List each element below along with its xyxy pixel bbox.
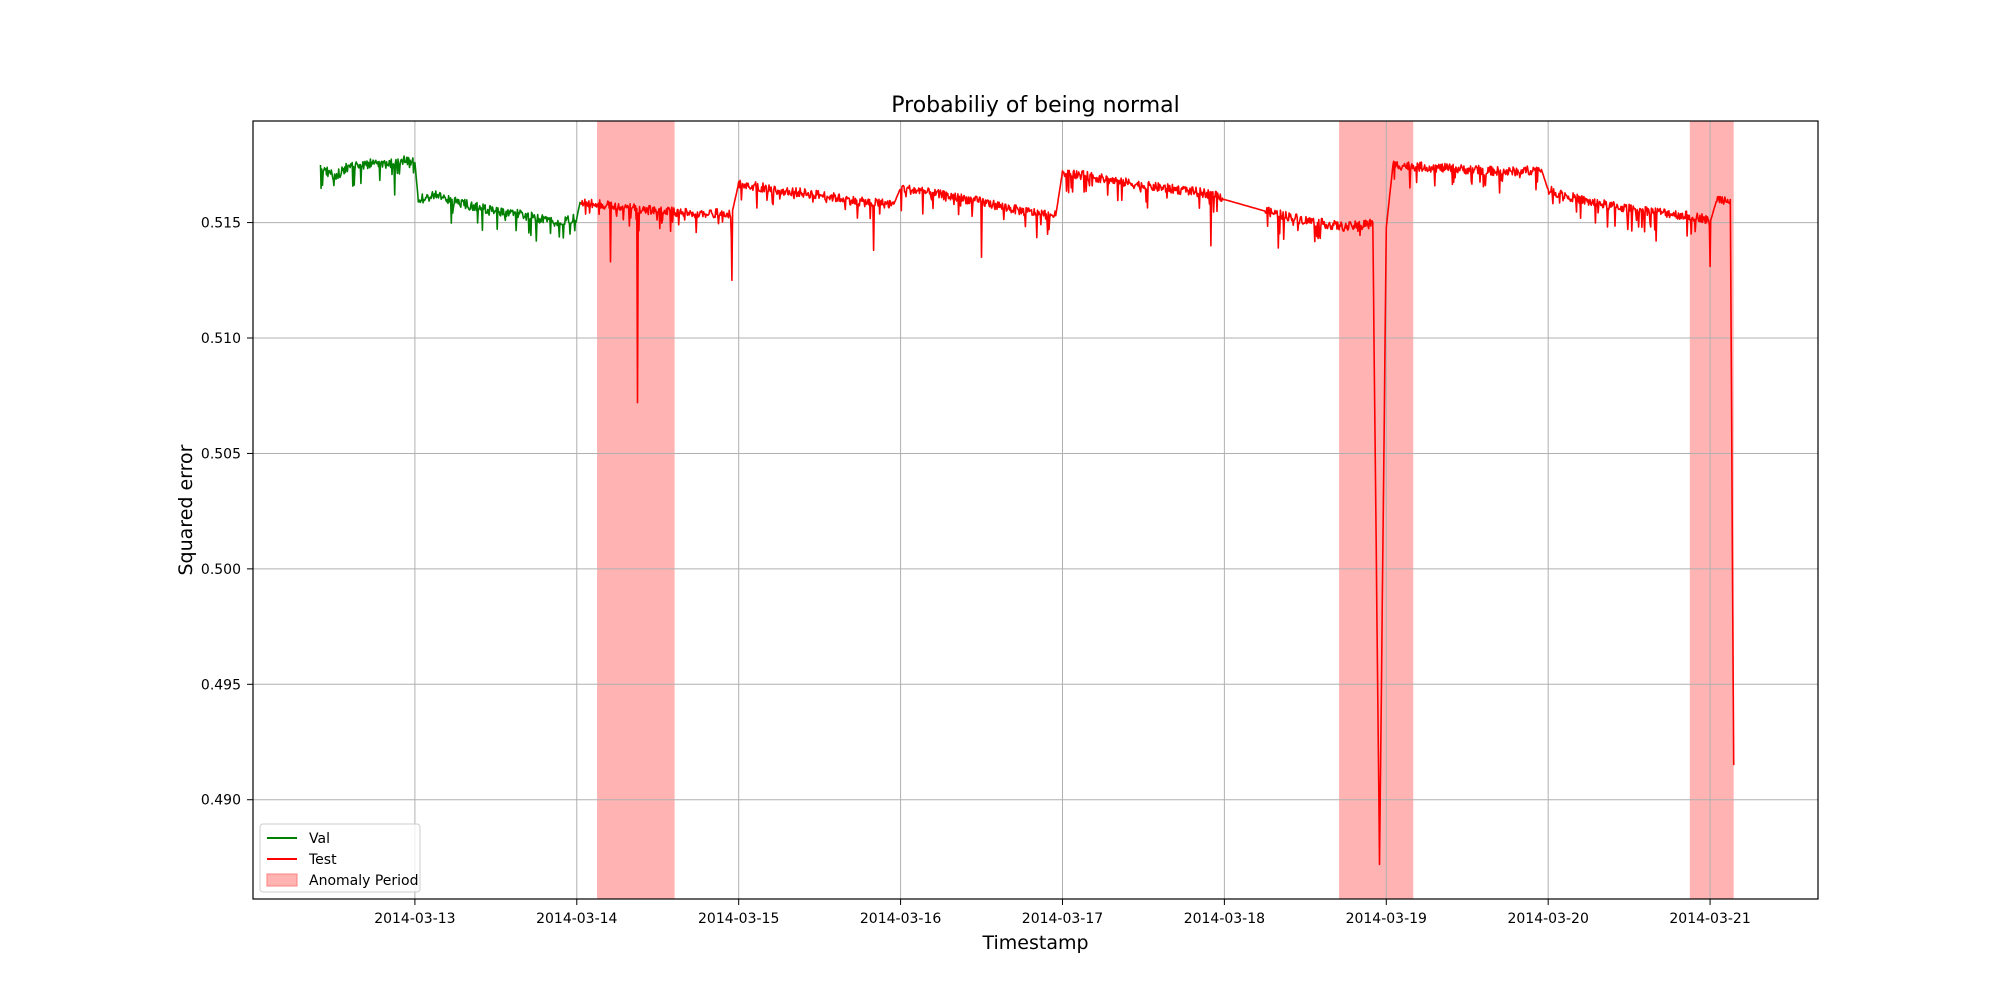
- x-tick-label-1: 2014-03-14: [536, 911, 617, 927]
- series-test-line: [579, 160, 1735, 866]
- x-tick-label-6: 2014-03-19: [1346, 911, 1427, 927]
- anomaly-span-2: [1689, 121, 1734, 899]
- chart-title: Probabiliy of being normal: [891, 93, 1179, 118]
- y-tick-label-5: 0.515: [201, 216, 241, 232]
- legend-test-label: Test: [308, 852, 337, 868]
- legend: Val Test Anomaly Period: [259, 823, 421, 893]
- y-tick-label-1: 0.495: [201, 677, 241, 693]
- x-tick-label-5: 2014-03-18: [1184, 911, 1265, 927]
- x-tick-label-8: 2014-03-21: [1669, 911, 1750, 927]
- x-ticks: 2014-03-13 2014-03-14 2014-03-15 2014-03-16…: [374, 899, 1751, 927]
- x-axis-label: Timestamp: [981, 932, 1088, 954]
- x-tick-label-7: 2014-03-20: [1507, 911, 1588, 927]
- anomaly-span-0: [597, 121, 675, 899]
- anomaly-spans: [597, 121, 1734, 899]
- y-tick-label-0: 0.490: [201, 793, 241, 809]
- grid: [253, 121, 1818, 899]
- legend-box: [259, 823, 421, 893]
- y-axis-label: Squared error: [175, 444, 197, 575]
- x-tick-label-0: 2014-03-13: [374, 911, 455, 927]
- x-tick-label-2: 2014-03-15: [698, 911, 779, 927]
- legend-anomaly-label: Anomaly Period: [309, 873, 419, 889]
- legend-val-label: Val: [309, 831, 330, 847]
- y-tick-label-3: 0.505: [201, 446, 241, 462]
- y-tick-label-4: 0.510: [201, 331, 241, 347]
- y-ticks: 0.490 0.495 0.500 0.505 0.510 0.515: [201, 216, 253, 809]
- x-tick-label-3: 2014-03-16: [860, 911, 941, 927]
- x-tick-label-4: 2014-03-17: [1022, 911, 1103, 927]
- plot-frame: [252, 120, 1819, 900]
- y-tick-label-2: 0.500: [201, 562, 241, 578]
- series-lines: [319, 155, 1735, 866]
- legend-anomaly-swatch: [266, 873, 298, 887]
- series-val-line: [319, 155, 581, 242]
